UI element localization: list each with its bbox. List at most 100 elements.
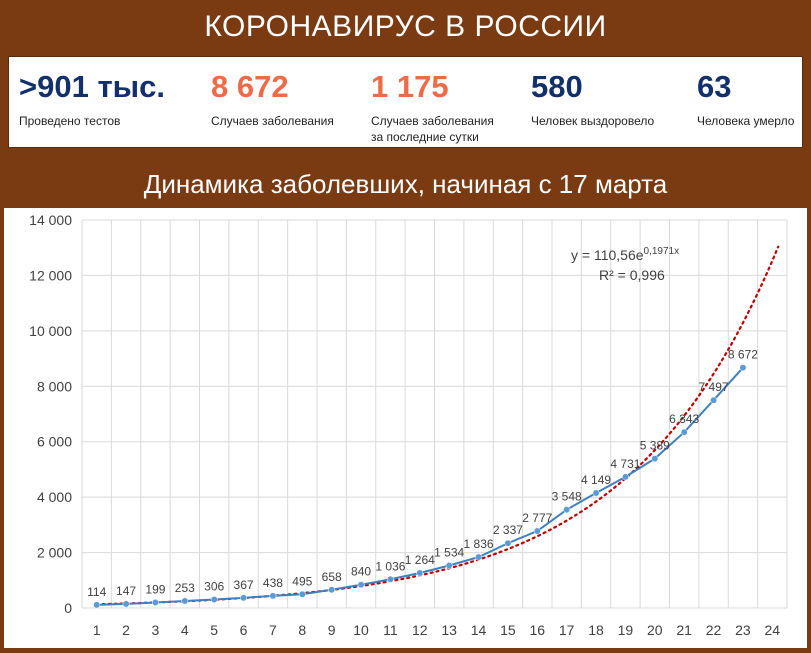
x-tick-label: 3 [152,622,160,638]
data-label: 658 [322,570,342,584]
data-point [240,594,248,602]
data-point [181,597,189,605]
y-tick-label: 2 000 [37,545,72,561]
x-tick-label: 7 [269,622,277,638]
data-label: 438 [263,576,283,590]
data-point [328,586,336,594]
data-label: 6 343 [669,412,699,426]
stats-panel: >901 тыс. Проведено тестов 8 672 Случаев… [8,56,803,148]
data-point [210,596,218,603]
series-line [96,366,744,606]
x-tick-label: 8 [298,622,306,638]
x-tick-label: 12 [412,622,428,638]
y-tick-label: 12 000 [29,267,72,283]
data-label: 4 149 [581,473,611,487]
x-tick-label: 6 [240,622,248,638]
data-point [357,581,365,589]
page-title: КОРОНАВИРУС В РОССИИ [204,10,607,43]
x-tick-label: 4 [181,622,189,638]
x-tick-label: 11 [383,622,398,638]
data-point [710,396,718,404]
data-point [122,600,130,608]
data-point [504,539,512,547]
x-tick-label: 15 [500,622,516,638]
data-label: 306 [204,580,224,594]
stat-deaths: 63 Человека умерло [697,69,794,129]
trendline-r2: R² = 0,996 [599,267,665,283]
stat-label: Случаев заболевания за последние сутки [371,114,494,144]
data-point [151,599,159,606]
stat-tests: >901 тыс. Проведено тестов [19,69,165,129]
data-label: 253 [175,581,195,595]
data-label: 8 672 [728,348,758,362]
data-point [680,428,688,436]
x-tick-label: 19 [618,622,634,638]
x-tick-label: 5 [210,622,218,638]
data-point [93,601,101,609]
data-label: 1 534 [434,545,464,559]
x-tick-label: 22 [706,622,722,638]
data-point [416,569,424,577]
data-label: 4 731 [610,457,640,471]
data-point [651,455,659,463]
data-label: 495 [292,574,312,588]
y-tick-label: 6 000 [37,434,72,450]
stat-daily-cases: 1 175 Случаев заболевания за последние с… [371,69,494,145]
data-label: 2 337 [493,523,523,537]
stat-value: 580 [531,69,583,104]
stat-value: 1 175 [371,69,449,104]
data-label: 840 [351,565,371,579]
data-point [386,575,394,583]
data-point [445,562,453,569]
stat-label: Человека умерло [697,114,795,128]
x-tick-label: 14 [471,622,487,638]
stat-label: Случаев заболевания [211,114,334,128]
x-tick-label: 20 [647,622,663,638]
data-label: 1 836 [464,537,494,551]
y-tick-label: 4 000 [37,489,72,505]
data-point [475,553,483,561]
data-point [533,527,541,535]
data-label: 367 [234,578,254,592]
data-point [563,506,571,514]
chart-title: Динамика заболевших, начиная с 17 марта [143,168,668,199]
data-label: 3 548 [552,490,582,504]
data-label: 7 497 [699,380,729,394]
line-chart: 0 2 000 4 000 6 000 8 000 10 000 12 000 14 000 1… [29,212,788,638]
y-tick-label: 14 000 [29,212,72,228]
stat-cases: 8 672 Случаев заболевания [211,69,334,129]
x-tick-label: 18 [588,622,604,638]
data-point [592,489,600,497]
x-tick-label: 9 [328,622,336,638]
stat-value: 8 672 [211,69,289,104]
x-tick-label: 2 [122,622,130,638]
data-label: 5 389 [640,439,670,453]
data-label: 1 264 [405,553,435,567]
x-tick-label: 16 [530,622,546,638]
data-point [298,590,306,598]
data-label: 199 [145,582,165,596]
stat-label: Проведено тестов [19,114,121,128]
x-tick-label: 17 [559,622,575,638]
y-tick-label: 8 000 [37,378,72,394]
x-tick-label: 10 [353,622,369,638]
stat-value: 63 [697,69,732,104]
chart-panel: 0 2 000 4 000 6 000 8 000 10 000 12 000 14 000 1… [4,208,807,648]
y-tick-label: 0 [64,600,72,616]
stat-recovered: 580 Человек выздоровело [531,69,654,129]
data-label: 147 [116,584,136,598]
data-point [739,364,747,372]
x-tick-label: 24 [765,622,781,638]
y-tick-label: 10 000 [29,323,72,339]
data-label: 114 [87,585,106,599]
trendline-equation: y = 110,56e0,1971x [571,246,679,263]
data-point [621,473,629,481]
x-tick-label: 1 [93,622,101,638]
x-tick-label: 13 [441,622,457,638]
data-point [269,592,277,600]
x-tick-label: 23 [735,622,751,638]
stat-value: >901 тыс. [19,69,165,104]
data-label: 1 036 [375,559,405,573]
data-label: 2 777 [522,511,552,525]
x-tick-label: 21 [676,622,692,638]
